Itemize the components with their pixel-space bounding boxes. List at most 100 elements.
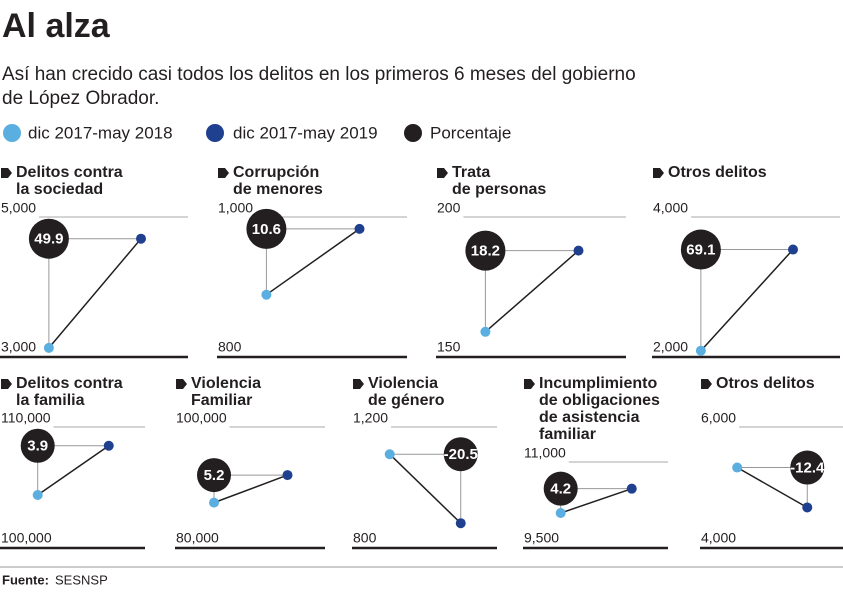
dot [384, 449, 395, 460]
panel-title: Otros delitos [716, 375, 815, 392]
y-tick-label: 3,000 [1, 339, 36, 355]
dot [555, 508, 566, 519]
title-marker [1, 379, 12, 389]
change-bubble [20, 428, 55, 463]
y-tick-label: 100,000 [1, 530, 52, 546]
y-tick-label: 200 [437, 200, 461, 216]
legend-swatch [206, 124, 224, 142]
dot [43, 342, 54, 353]
dot [732, 462, 743, 473]
panel-title: la sociedad [16, 181, 103, 198]
title-marker [353, 379, 364, 389]
dot [695, 345, 706, 356]
change-label: 69.1 [686, 242, 715, 259]
panel-title: Delitos contra [16, 164, 123, 181]
panel-title: de personas [452, 181, 546, 198]
y-tick-label: 4,000 [701, 530, 736, 546]
change-bubble [28, 218, 69, 259]
slope-line [265, 228, 360, 296]
change-label: 3.9 [27, 438, 48, 455]
change-label: 10.6 [252, 221, 281, 238]
dot [282, 470, 293, 481]
dot [573, 245, 584, 256]
change-label: -20.5 [444, 446, 478, 463]
title-marker [1, 168, 12, 178]
y-tick-label: 80,000 [176, 530, 219, 546]
slope-line [389, 453, 462, 524]
panel-title: de obligaciones [539, 392, 660, 409]
slope-line [37, 445, 110, 496]
dot [32, 490, 43, 501]
legend-swatch [3, 124, 21, 142]
dot [209, 497, 219, 508]
change-label: 49.9 [34, 231, 63, 248]
dot [354, 223, 365, 234]
panel-title: de asistencia [539, 409, 640, 426]
subtitle: Así han crecido casi todos los delitos e… [2, 64, 636, 85]
title-marker [653, 168, 664, 178]
y-tick-label: 800 [218, 339, 242, 355]
change-label: 5.2 [204, 467, 225, 484]
slope-line [736, 466, 808, 509]
dot [261, 289, 272, 300]
dot [802, 502, 813, 513]
y-tick-label: 4,000 [653, 200, 688, 216]
title-marker [524, 379, 535, 389]
y-tick-label: 150 [437, 339, 461, 355]
y-tick-label: 100,000 [176, 410, 227, 426]
change-bubble [465, 230, 506, 271]
title-marker [437, 168, 448, 178]
legend-label: dic 2017-may 2019 [233, 123, 378, 142]
legend-swatch [404, 124, 422, 142]
change-bubble [680, 229, 721, 270]
y-tick-label: 800 [353, 530, 377, 546]
dot [480, 326, 491, 337]
y-tick-label: 9,500 [524, 530, 559, 546]
dot [788, 244, 798, 255]
y-tick-label: 5,000 [1, 200, 36, 216]
panel-title: Otros delitos [668, 164, 767, 181]
change-bubble [197, 458, 231, 493]
change-bubble [543, 471, 578, 506]
y-tick-label: 6,000 [701, 410, 736, 426]
title-marker [701, 379, 712, 389]
dot [136, 233, 146, 244]
slope-line [484, 250, 579, 333]
slope-line [48, 238, 142, 349]
y-tick-label: 11,000 [524, 445, 566, 461]
title: Al alza [2, 7, 111, 45]
panel-title: Trata [452, 164, 490, 181]
source-label: Fuente: [2, 572, 49, 587]
panel-title: de menores [233, 181, 323, 198]
panel-title: Familiar [191, 392, 252, 409]
change-label: 18.2 [471, 243, 500, 260]
panel-title: Violencia [368, 375, 438, 392]
change-label: 4.2 [550, 481, 571, 498]
panel-title: familiar [539, 426, 596, 443]
y-tick-label: 1,000 [218, 200, 253, 216]
slope-line [213, 474, 288, 504]
y-tick-label: 1,200 [353, 410, 388, 426]
change-bubble [790, 450, 825, 485]
y-tick-label: 110,000 [1, 410, 51, 426]
dot [455, 518, 466, 529]
panel-title: de género [368, 392, 445, 409]
dot [103, 440, 114, 451]
dot [626, 483, 637, 494]
title-marker [176, 379, 187, 389]
change-label: -12.4 [790, 460, 825, 477]
legend-label: Porcentaje [430, 123, 511, 142]
panel-title: Violencia [191, 375, 261, 392]
legend-label: dic 2017-may 2018 [28, 123, 173, 142]
panel-title: Delitos contra [16, 375, 123, 392]
change-bubble [246, 208, 287, 249]
panel-title: Incumplimiento [539, 375, 657, 392]
slope-line [700, 249, 794, 352]
subtitle: de López Obrador. [2, 88, 159, 109]
panel-title: Corrupción [233, 164, 319, 181]
y-tick-label: 2,000 [653, 339, 688, 355]
source: SESNSP [55, 572, 108, 587]
change-bubble [443, 437, 478, 472]
title-marker [218, 168, 229, 178]
